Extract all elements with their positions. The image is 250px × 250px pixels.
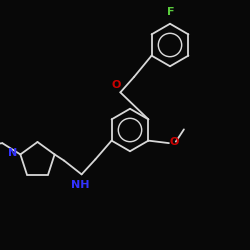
Text: NH: NH bbox=[71, 180, 90, 190]
Text: F: F bbox=[168, 7, 175, 17]
Text: O: O bbox=[111, 80, 120, 90]
Text: N: N bbox=[8, 148, 18, 158]
Text: O: O bbox=[169, 137, 178, 147]
